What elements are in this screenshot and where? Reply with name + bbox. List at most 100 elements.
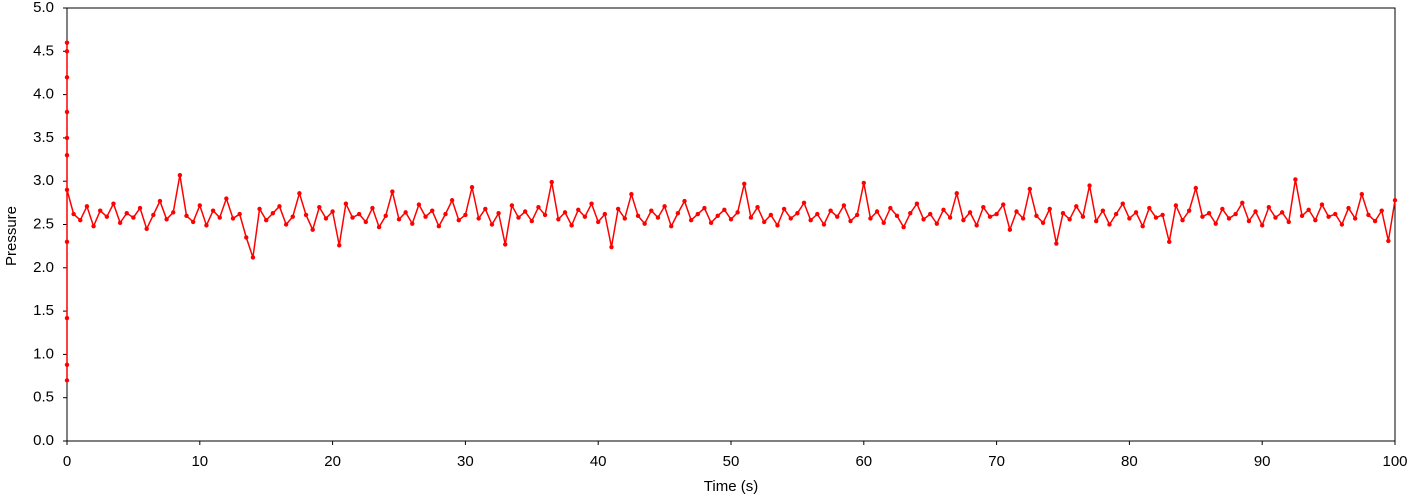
data-point	[250, 255, 256, 260]
data-point	[436, 224, 442, 229]
data-point	[144, 226, 149, 232]
data-point	[1246, 218, 1252, 224]
data-point	[1346, 205, 1351, 211]
data-point	[337, 243, 342, 248]
data-point	[1047, 206, 1052, 212]
data-point	[629, 191, 634, 197]
data-point	[64, 109, 70, 115]
data-point	[476, 216, 481, 221]
series-line	[66, 42, 1396, 381]
data-point	[1260, 223, 1265, 228]
data-point	[934, 221, 940, 226]
data-point	[1067, 217, 1072, 222]
data-point	[456, 217, 461, 223]
data-point	[908, 211, 913, 216]
data-point	[64, 187, 70, 193]
data-point	[124, 211, 129, 216]
data-point	[841, 203, 847, 208]
data-point	[1206, 211, 1212, 216]
data-point	[469, 185, 475, 190]
data-point	[576, 207, 581, 212]
data-point	[1020, 216, 1026, 221]
data-point	[1060, 211, 1066, 216]
data-point	[1027, 186, 1033, 192]
data-point	[994, 211, 999, 217]
x-tick-label: 70	[988, 453, 1005, 470]
data-point	[1379, 208, 1384, 213]
data-point	[303, 212, 309, 218]
data-point	[1120, 201, 1125, 206]
data-point	[1087, 183, 1092, 188]
data-point	[64, 153, 70, 158]
data-point	[1001, 202, 1006, 207]
data-point	[330, 209, 335, 214]
y-tick-label: 2.5	[33, 215, 54, 232]
data-point	[1240, 200, 1245, 206]
data-point	[1372, 218, 1378, 224]
data-point	[589, 201, 594, 206]
data-point	[1386, 238, 1391, 244]
y-axis-label: Pressure	[3, 206, 20, 266]
data-point	[542, 212, 548, 218]
data-point	[78, 217, 83, 223]
data-point	[669, 224, 674, 229]
data-point	[343, 201, 349, 206]
data-point	[1306, 207, 1311, 212]
data-point	[363, 219, 368, 225]
data-point	[204, 223, 209, 228]
data-point	[64, 75, 70, 80]
data-point	[649, 208, 654, 213]
data-point	[602, 211, 608, 217]
data-point	[801, 200, 807, 206]
data-point	[835, 214, 840, 219]
data-point	[881, 220, 886, 225]
data-point	[350, 215, 355, 220]
x-tick-label: 40	[590, 453, 607, 470]
data-point	[702, 205, 707, 211]
data-point	[376, 224, 382, 230]
data-point	[410, 221, 415, 226]
data-point	[622, 216, 627, 221]
data-point	[775, 223, 780, 228]
data-point	[237, 211, 242, 217]
data-point	[496, 211, 501, 216]
data-point	[1226, 216, 1232, 221]
x-tick-label: 50	[723, 453, 740, 470]
data-point	[1054, 241, 1059, 246]
data-point	[1299, 213, 1305, 219]
data-point	[655, 215, 661, 220]
data-point	[609, 244, 614, 250]
data-point	[941, 207, 946, 212]
data-point	[1034, 213, 1039, 219]
data-point	[310, 227, 315, 232]
x-axis-label: Time (s)	[704, 478, 758, 495]
data-point	[463, 212, 468, 218]
y-tick-label: 2.0	[33, 259, 54, 276]
data-point	[715, 213, 720, 219]
data-point	[403, 210, 408, 215]
data-point	[928, 211, 933, 217]
y-tick-label: 4.0	[33, 86, 54, 103]
x-tick-label: 20	[324, 453, 341, 470]
data-point	[157, 198, 163, 204]
data-point	[483, 206, 488, 212]
data-point	[1319, 202, 1325, 207]
y-tick-label: 4.5	[33, 42, 54, 59]
data-point	[781, 206, 787, 212]
data-point	[1167, 239, 1172, 245]
data-point	[1313, 217, 1318, 223]
data-point	[1392, 198, 1398, 203]
data-point	[224, 196, 229, 201]
data-point	[861, 180, 866, 186]
data-point	[981, 204, 986, 210]
data-point	[171, 210, 176, 215]
data-point	[317, 204, 322, 210]
data-point	[190, 219, 196, 225]
data-point	[662, 204, 667, 209]
data-point	[795, 211, 800, 216]
data-point	[64, 40, 70, 45]
data-point	[748, 215, 754, 220]
data-point	[854, 212, 860, 218]
data-point	[98, 208, 103, 213]
x-tick-label: 90	[1254, 453, 1271, 470]
